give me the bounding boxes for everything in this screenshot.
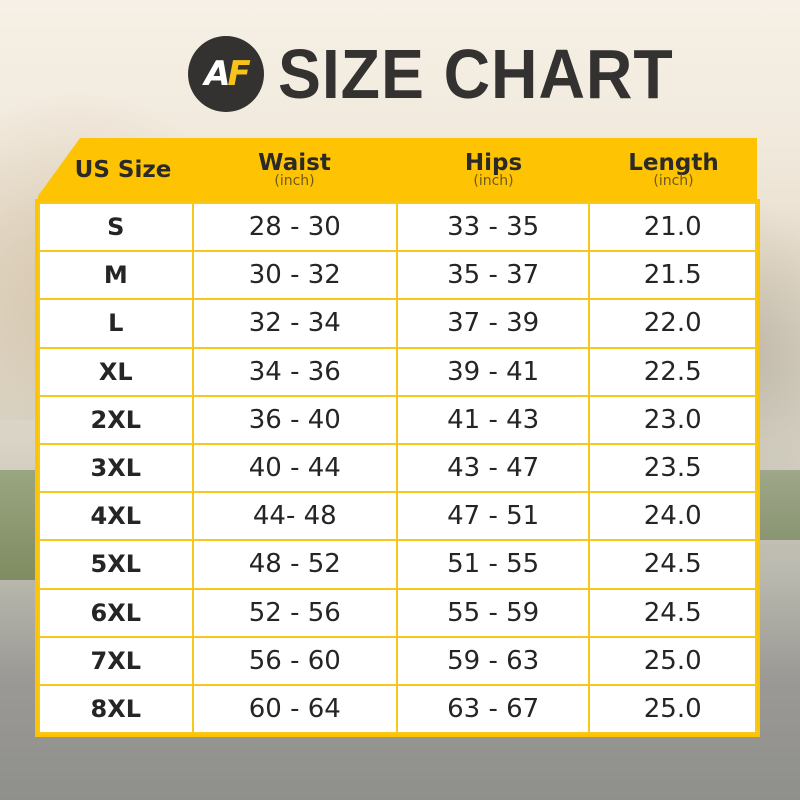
cell-hips: 47 - 51 [395,491,591,542]
table-row: XL 34 - 36 39 - 41 22.5 [38,346,757,397]
table-row: M 30 - 32 35 - 37 21.5 [38,250,757,301]
cell-hips: 43 - 47 [395,442,591,494]
cell-size: 4XL [38,491,194,542]
cell-size: 5XL [38,539,194,590]
cell-waist: 56 - 60 [191,635,399,686]
header-us-size: US Size [74,157,172,183]
cell-waist: 52 - 56 [191,587,399,638]
table-row: 7XL 56 - 60 59 - 63 25.0 [38,635,757,686]
table-row: 2XL 36 - 40 41 - 43 23.0 [38,394,757,445]
size-table: S 28 - 30 33 - 35 21.0 M 30 - 32 35 - 37 21.5 L 3… [35,198,760,738]
cell-hips: 51 - 55 [395,539,591,590]
cell-waist: 40 - 44 [191,442,399,494]
table-row: 5XL 48 - 52 51 - 55 24.5 [38,539,757,590]
cell-length: 22.5 [588,346,757,397]
cell-size: 3XL [38,442,194,494]
header-length: Length (inch) [628,150,719,189]
cell-length: 21.5 [588,250,757,301]
cell-waist: 60 - 64 [191,683,399,735]
cell-length: 24.0 [588,491,757,542]
cell-size: L [38,298,194,349]
cell-waist: 36 - 40 [191,394,399,445]
cell-length: 24.5 [588,539,757,590]
cell-waist: 44- 48 [191,491,399,542]
cell-hips: 33 - 35 [395,201,591,253]
background-grass [0,470,40,580]
table-row: 8XL 60 - 64 63 - 67 25.0 [38,683,757,735]
cell-hips: 59 - 63 [395,635,591,686]
cell-size: S [38,201,194,253]
cell-length: 23.0 [588,394,757,445]
header-waist: Waist (inch) [258,150,331,189]
table-row: L 32 - 34 37 - 39 22.0 [38,298,757,349]
cell-size: M [38,250,194,301]
cell-hips: 55 - 59 [395,587,591,638]
cell-size: 2XL [38,394,194,445]
cell-length: 25.0 [588,683,757,735]
cell-waist: 34 - 36 [191,346,399,397]
cell-hips: 41 - 43 [395,394,591,445]
cell-waist: 48 - 52 [191,539,399,590]
cell-hips: 39 - 41 [395,346,591,397]
cell-waist: 28 - 30 [191,201,399,253]
table-header: US Size Waist (inch) Hips (inch) Length … [38,138,757,202]
cell-length: 22.0 [588,298,757,349]
table-row: S 28 - 30 33 - 35 21.0 [38,201,757,253]
cell-size: 8XL [38,683,194,735]
cell-length: 23.5 [588,442,757,494]
cell-waist: 32 - 34 [191,298,399,349]
cell-length: 25.0 [588,635,757,686]
cell-hips: 63 - 67 [395,683,591,735]
header-hips: Hips (inch) [464,150,523,189]
cell-size: XL [38,346,194,397]
cell-length: 21.0 [588,201,757,253]
table-row: 4XL 44- 48 47 - 51 24.0 [38,491,757,542]
table-row: 3XL 40 - 44 43 - 47 23.5 [38,442,757,494]
table-row: 6XL 52 - 56 55 - 59 24.5 [38,587,757,638]
cell-hips: 35 - 37 [395,250,591,301]
cell-size: 7XL [38,635,194,686]
cell-size: 6XL [38,587,194,638]
cell-waist: 30 - 32 [191,250,399,301]
cell-hips: 37 - 39 [395,298,591,349]
background-grass-right [750,470,800,540]
cell-length: 24.5 [588,587,757,638]
page-title: SIZE CHART [278,35,674,113]
